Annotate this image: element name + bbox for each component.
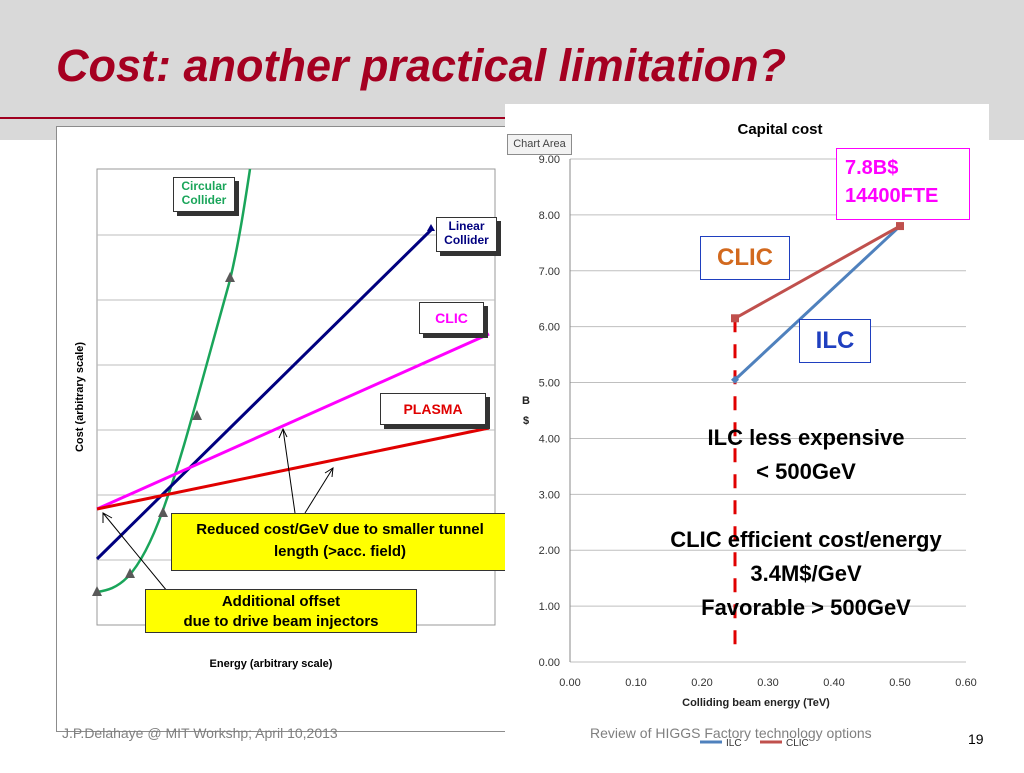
- series-point-ilc: [731, 375, 739, 384]
- reduced-cost-callout: Reduced cost/GeV due to smaller tunnel l…: [171, 513, 509, 571]
- cost-box-line2: 14400FTE: [845, 185, 939, 207]
- y-tick-label: 2.00: [539, 545, 560, 557]
- y-tick-label: 9.00: [539, 154, 560, 166]
- clic-summary-line3: Favorable > 500GeV: [701, 595, 911, 620]
- y-tick-label: 8.00: [539, 210, 560, 222]
- circular-collider-badge: Circular Collider: [173, 177, 235, 212]
- clic-line: [96, 332, 490, 511]
- y-tick-label: 4.00: [539, 433, 560, 445]
- circular-collider-markers: [92, 272, 235, 596]
- left-x-axis-label: Energy (arbitrary scale): [210, 658, 333, 670]
- y-tick-label: 0.00: [539, 657, 560, 669]
- clic-badge: CLIC: [419, 302, 484, 334]
- x-tick-label: 0.60: [955, 677, 976, 689]
- plasma-badge: PLASMA: [380, 393, 486, 425]
- y-tick-label: 7.00: [539, 266, 560, 278]
- linear-collider-badge: Linear Collider: [436, 217, 497, 252]
- additional-offset-line1: Additional offset: [221, 593, 341, 610]
- x-tick-label: 0.20: [691, 677, 712, 689]
- footer-title: Review of HIGGS Factory technology optio…: [590, 725, 872, 741]
- y-tick-label: 1.00: [539, 601, 560, 613]
- legend-label-clic: CLIC: [786, 738, 809, 749]
- ilc-label: ILC: [799, 319, 871, 363]
- circular-collider-curve: [96, 168, 252, 594]
- y-axis-label-line1: B: [522, 395, 530, 407]
- x-tick-label: 0.00: [559, 677, 580, 689]
- y-tick-label: 6.00: [539, 322, 560, 334]
- series-line-clic: [734, 224, 901, 320]
- legend-label-ilc: ILC: [726, 738, 742, 749]
- y-tick-label: 5.00: [539, 378, 560, 390]
- capital-cost-chart: Capital cost 0.00 1.00 2.00 3.00 4.00 5.00 6.00…: [522, 121, 977, 749]
- callout-arrows: [102, 427, 334, 609]
- series-point-clic: [896, 222, 904, 231]
- x-tick-label: 0.50: [889, 677, 910, 689]
- footer-author: J.P.Delahaye @ MIT Workshp; April 10,201…: [62, 725, 338, 741]
- cost-box-line1: 7.8B$: [845, 157, 899, 179]
- linear-collider-line: [95, 228, 433, 561]
- title-underline: [0, 117, 505, 119]
- x-axis-label: Colliding beam energy (TeV): [682, 697, 830, 709]
- additional-offset-callout: Additional offset due to drive beam inje…: [145, 589, 417, 633]
- series-line-ilc: [733, 224, 902, 381]
- y-tick-label: 3.00: [539, 489, 560, 501]
- ilc-summary-line2: < 500GeV: [756, 459, 856, 484]
- series-point-clic: [731, 314, 739, 323]
- linear-collider-marker: [427, 224, 435, 231]
- left-y-axis-label: Cost (arbitrary scale): [74, 342, 86, 452]
- clic-summary-line2: 3.4M$/GeV: [750, 561, 862, 586]
- capital-cost-title: Capital cost: [737, 121, 822, 138]
- ilc-summary-line1: ILC less expensive: [707, 425, 905, 450]
- x-tick-label: 0.10: [625, 677, 646, 689]
- clic-summary-line1: CLIC efficient cost/energy: [670, 527, 942, 552]
- x-tick-label: 0.30: [757, 677, 778, 689]
- plasma-line: [96, 426, 490, 511]
- clic-label: CLIC: [700, 236, 790, 280]
- additional-offset-line2: due to drive beam injectors: [183, 613, 379, 630]
- chart-area-tooltip: Chart Area: [507, 134, 572, 155]
- slide-title: Cost: another practical limitation?: [56, 40, 787, 91]
- y-axis-label-line2: $: [523, 415, 529, 427]
- page-number: 19: [968, 731, 984, 747]
- cost-box: 7.8B$ 14400FTE: [836, 148, 970, 220]
- x-tick-label: 0.40: [823, 677, 844, 689]
